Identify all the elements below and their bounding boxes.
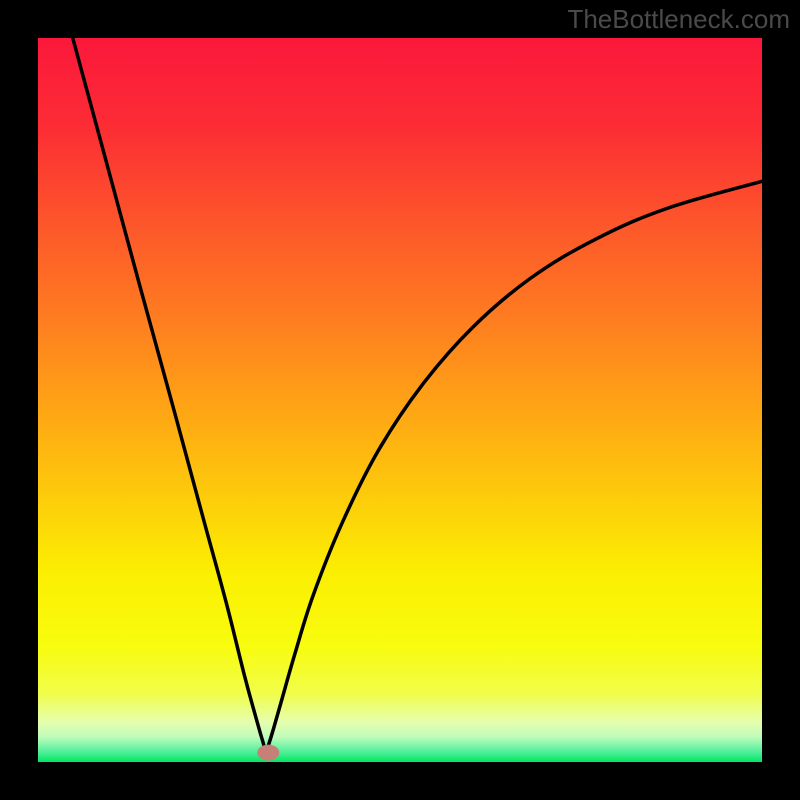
plot-area <box>38 38 762 762</box>
gradient-background <box>38 38 762 762</box>
chart-frame: TheBottleneck.com <box>0 0 800 800</box>
plot-svg <box>38 38 762 762</box>
optimum-marker <box>257 745 279 761</box>
watermark-text: TheBottleneck.com <box>567 4 790 35</box>
